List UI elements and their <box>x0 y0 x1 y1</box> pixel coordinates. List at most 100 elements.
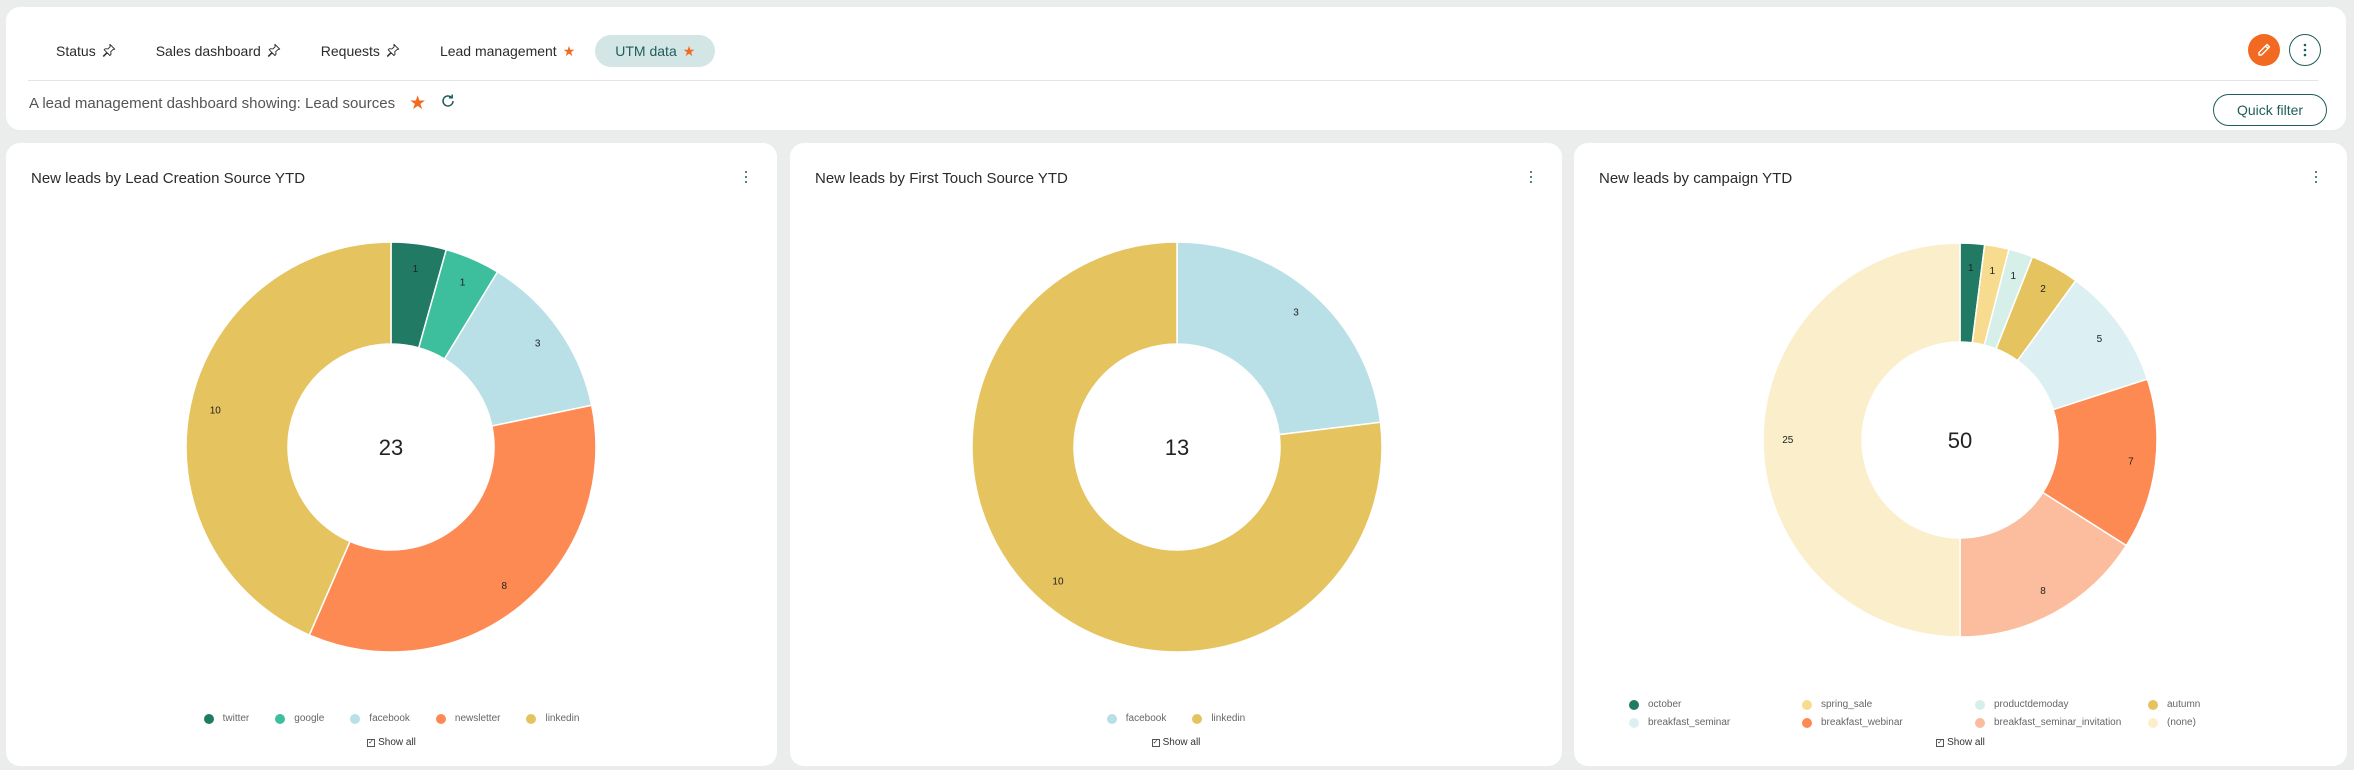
legend-label: linkedin <box>1211 713 1246 724</box>
more-options-button[interactable] <box>2289 34 2321 66</box>
legend-item-spring_sale[interactable]: spring_sale <box>1802 696 1975 713</box>
more-vertical-icon <box>2315 171 2317 183</box>
show-all-label: Show all <box>378 737 416 748</box>
legend-item-facebook[interactable]: facebook <box>1106 710 1167 727</box>
legend-item-breakfast_seminar[interactable]: breakfast_seminar <box>1629 714 1802 731</box>
legend-item-breakfast_webinar[interactable]: breakfast_webinar <box>1802 714 1975 731</box>
chart-legend: october spring_sale productdemoday autumn br… <box>1629 696 2268 731</box>
dashboard-description: A lead management dashboard showing: Lea… <box>29 92 456 115</box>
pin-icon[interactable] <box>102 43 116 59</box>
legend-label: linkedin <box>545 713 580 724</box>
refresh-icon[interactable] <box>440 93 456 114</box>
tab-status[interactable]: Status <box>36 35 136 67</box>
legend-item-newsletter[interactable]: newsletter <box>435 710 501 727</box>
donut-chart[interactable]: 1 1 3 8 10 23 <box>6 143 777 766</box>
legend-color-dot-icon <box>1192 713 1203 724</box>
legend-color-dot-icon <box>1802 699 1812 710</box>
show-all-toggle[interactable]: ✓ Show all <box>6 737 777 748</box>
legend-label: facebook <box>1125 713 1167 724</box>
pin-icon[interactable] <box>386 43 400 59</box>
more-vertical-icon <box>1530 171 1532 183</box>
tab-label: Sales dashboard <box>155 43 261 59</box>
checkbox-icon: ✓ <box>367 738 376 747</box>
legend-color-dot-icon <box>1802 717 1812 728</box>
legend-color-dot-icon <box>2148 717 2158 728</box>
tab-utm-data[interactable]: UTM data ★ <box>595 35 716 67</box>
legend-item-google[interactable]: google <box>275 710 324 727</box>
edit-button[interactable] <box>2248 34 2280 66</box>
donut-slice-facebook[interactable] <box>1176 241 1382 436</box>
legend-color-dot-icon <box>435 713 446 724</box>
legend-color-dot-icon <box>1975 699 1985 710</box>
donut-slice-linkedin[interactable] <box>971 241 1383 653</box>
slice-value-label: 10 <box>1052 576 1064 587</box>
slice-value-label: 1 <box>460 277 466 288</box>
slice-value-label: 1 <box>413 264 419 275</box>
legend-item-productdemoday[interactable]: productdemoday <box>1975 696 2148 713</box>
slice-value-label: 3 <box>1293 308 1299 319</box>
chart-title: New leads by Lead Creation Source YTD <box>31 170 306 187</box>
donut-total-label: 23 <box>379 435 403 460</box>
slice-value-label: 3 <box>535 338 541 349</box>
chart-card-first-touch-source: New leads by First Touch Source YTD 3 10 1… <box>790 143 1562 766</box>
tab-requests[interactable]: Requests <box>301 35 420 67</box>
dashboard-tabs: Status Sales dashboard Requests Lead man… <box>36 35 716 67</box>
legend-label: (none) <box>2167 717 2196 728</box>
slice-value-label: 1 <box>1968 263 1974 274</box>
legend-item-(none)[interactable]: (none) <box>2148 714 2268 731</box>
donut-chart[interactable]: 3 10 13 <box>790 143 1562 766</box>
donut-slice-newsletter[interactable] <box>308 404 597 653</box>
donut-slice-(none)[interactable] <box>1762 242 1961 638</box>
legend-item-twitter[interactable]: twitter <box>203 710 250 727</box>
card-menu-button[interactable] <box>2311 169 2321 189</box>
legend-label: google <box>294 713 325 724</box>
tab-lead-management[interactable]: Lead management ★ <box>420 35 595 67</box>
legend-label: newsletter <box>454 713 501 724</box>
card-menu-button[interactable] <box>1526 169 1536 189</box>
legend-label: twitter <box>222 713 250 724</box>
donut-total-label: 50 <box>1948 428 1972 453</box>
tab-label: Lead management <box>439 43 557 59</box>
dashboard-header: Status Sales dashboard Requests Lead man… <box>6 7 2346 130</box>
slice-value-label: 1 <box>2010 271 2016 282</box>
slice-value-label: 2 <box>2040 284 2046 295</box>
legend-label: facebook <box>369 713 410 724</box>
card-menu-button[interactable] <box>741 169 751 189</box>
legend-color-dot-icon <box>1106 713 1117 724</box>
slice-value-label: 10 <box>210 405 222 416</box>
legend-color-dot-icon <box>1975 717 1985 728</box>
donut-slice-linkedin[interactable] <box>185 241 392 637</box>
legend-item-facebook[interactable]: facebook <box>350 710 410 727</box>
legend-item-linkedin[interactable]: linkedin <box>1192 710 1245 727</box>
legend-item-october[interactable]: october <box>1629 696 1802 713</box>
star-icon[interactable]: ★ <box>562 43 576 59</box>
legend-item-autumn[interactable]: autumn <box>2148 696 2268 713</box>
quick-filter-button[interactable]: Quick filter <box>2213 94 2327 126</box>
donut-total-label: 13 <box>1165 435 1189 460</box>
checkbox-icon: ✓ <box>1936 738 1945 747</box>
legend-label: breakfast_seminar <box>1648 717 1731 728</box>
donut-slice-breakfast_seminar_invitation[interactable] <box>1959 491 2128 638</box>
legend-color-dot-icon <box>1629 717 1639 728</box>
legend-item-breakfast_seminar_invitation[interactable]: breakfast_seminar_invitation <box>1975 714 2148 731</box>
star-icon[interactable]: ★ <box>682 43 696 59</box>
tab-label: Requests <box>320 43 380 59</box>
legend-color-dot-icon <box>2148 699 2158 710</box>
tab-sales-dashboard[interactable]: Sales dashboard <box>136 35 301 67</box>
tab-label: Status <box>56 43 96 59</box>
pencil-icon <box>2258 43 2271 56</box>
legend-item-linkedin[interactable]: linkedin <box>526 710 579 727</box>
show-all-toggle[interactable]: ✓ Show all <box>1574 737 2347 748</box>
legend-color-dot-icon <box>203 713 214 724</box>
show-all-toggle[interactable]: ✓ Show all <box>790 737 1562 748</box>
pin-icon[interactable] <box>267 43 281 59</box>
legend-label: october <box>1648 699 1682 710</box>
tab-label: UTM data <box>615 43 677 59</box>
legend-label: breakfast_seminar_invitation <box>1994 717 2122 728</box>
favorite-star-icon[interactable]: ★ <box>409 93 427 114</box>
chart-card-campaign: New leads by campaign YTD 1 1 1 2 5 7 8 25 50 oc… <box>1574 143 2347 766</box>
donut-slice-facebook[interactable] <box>443 270 593 427</box>
chart-legend: twitter google facebook newsletter linkedin <box>6 710 777 727</box>
chart-legend: facebook linkedin <box>790 710 1562 727</box>
